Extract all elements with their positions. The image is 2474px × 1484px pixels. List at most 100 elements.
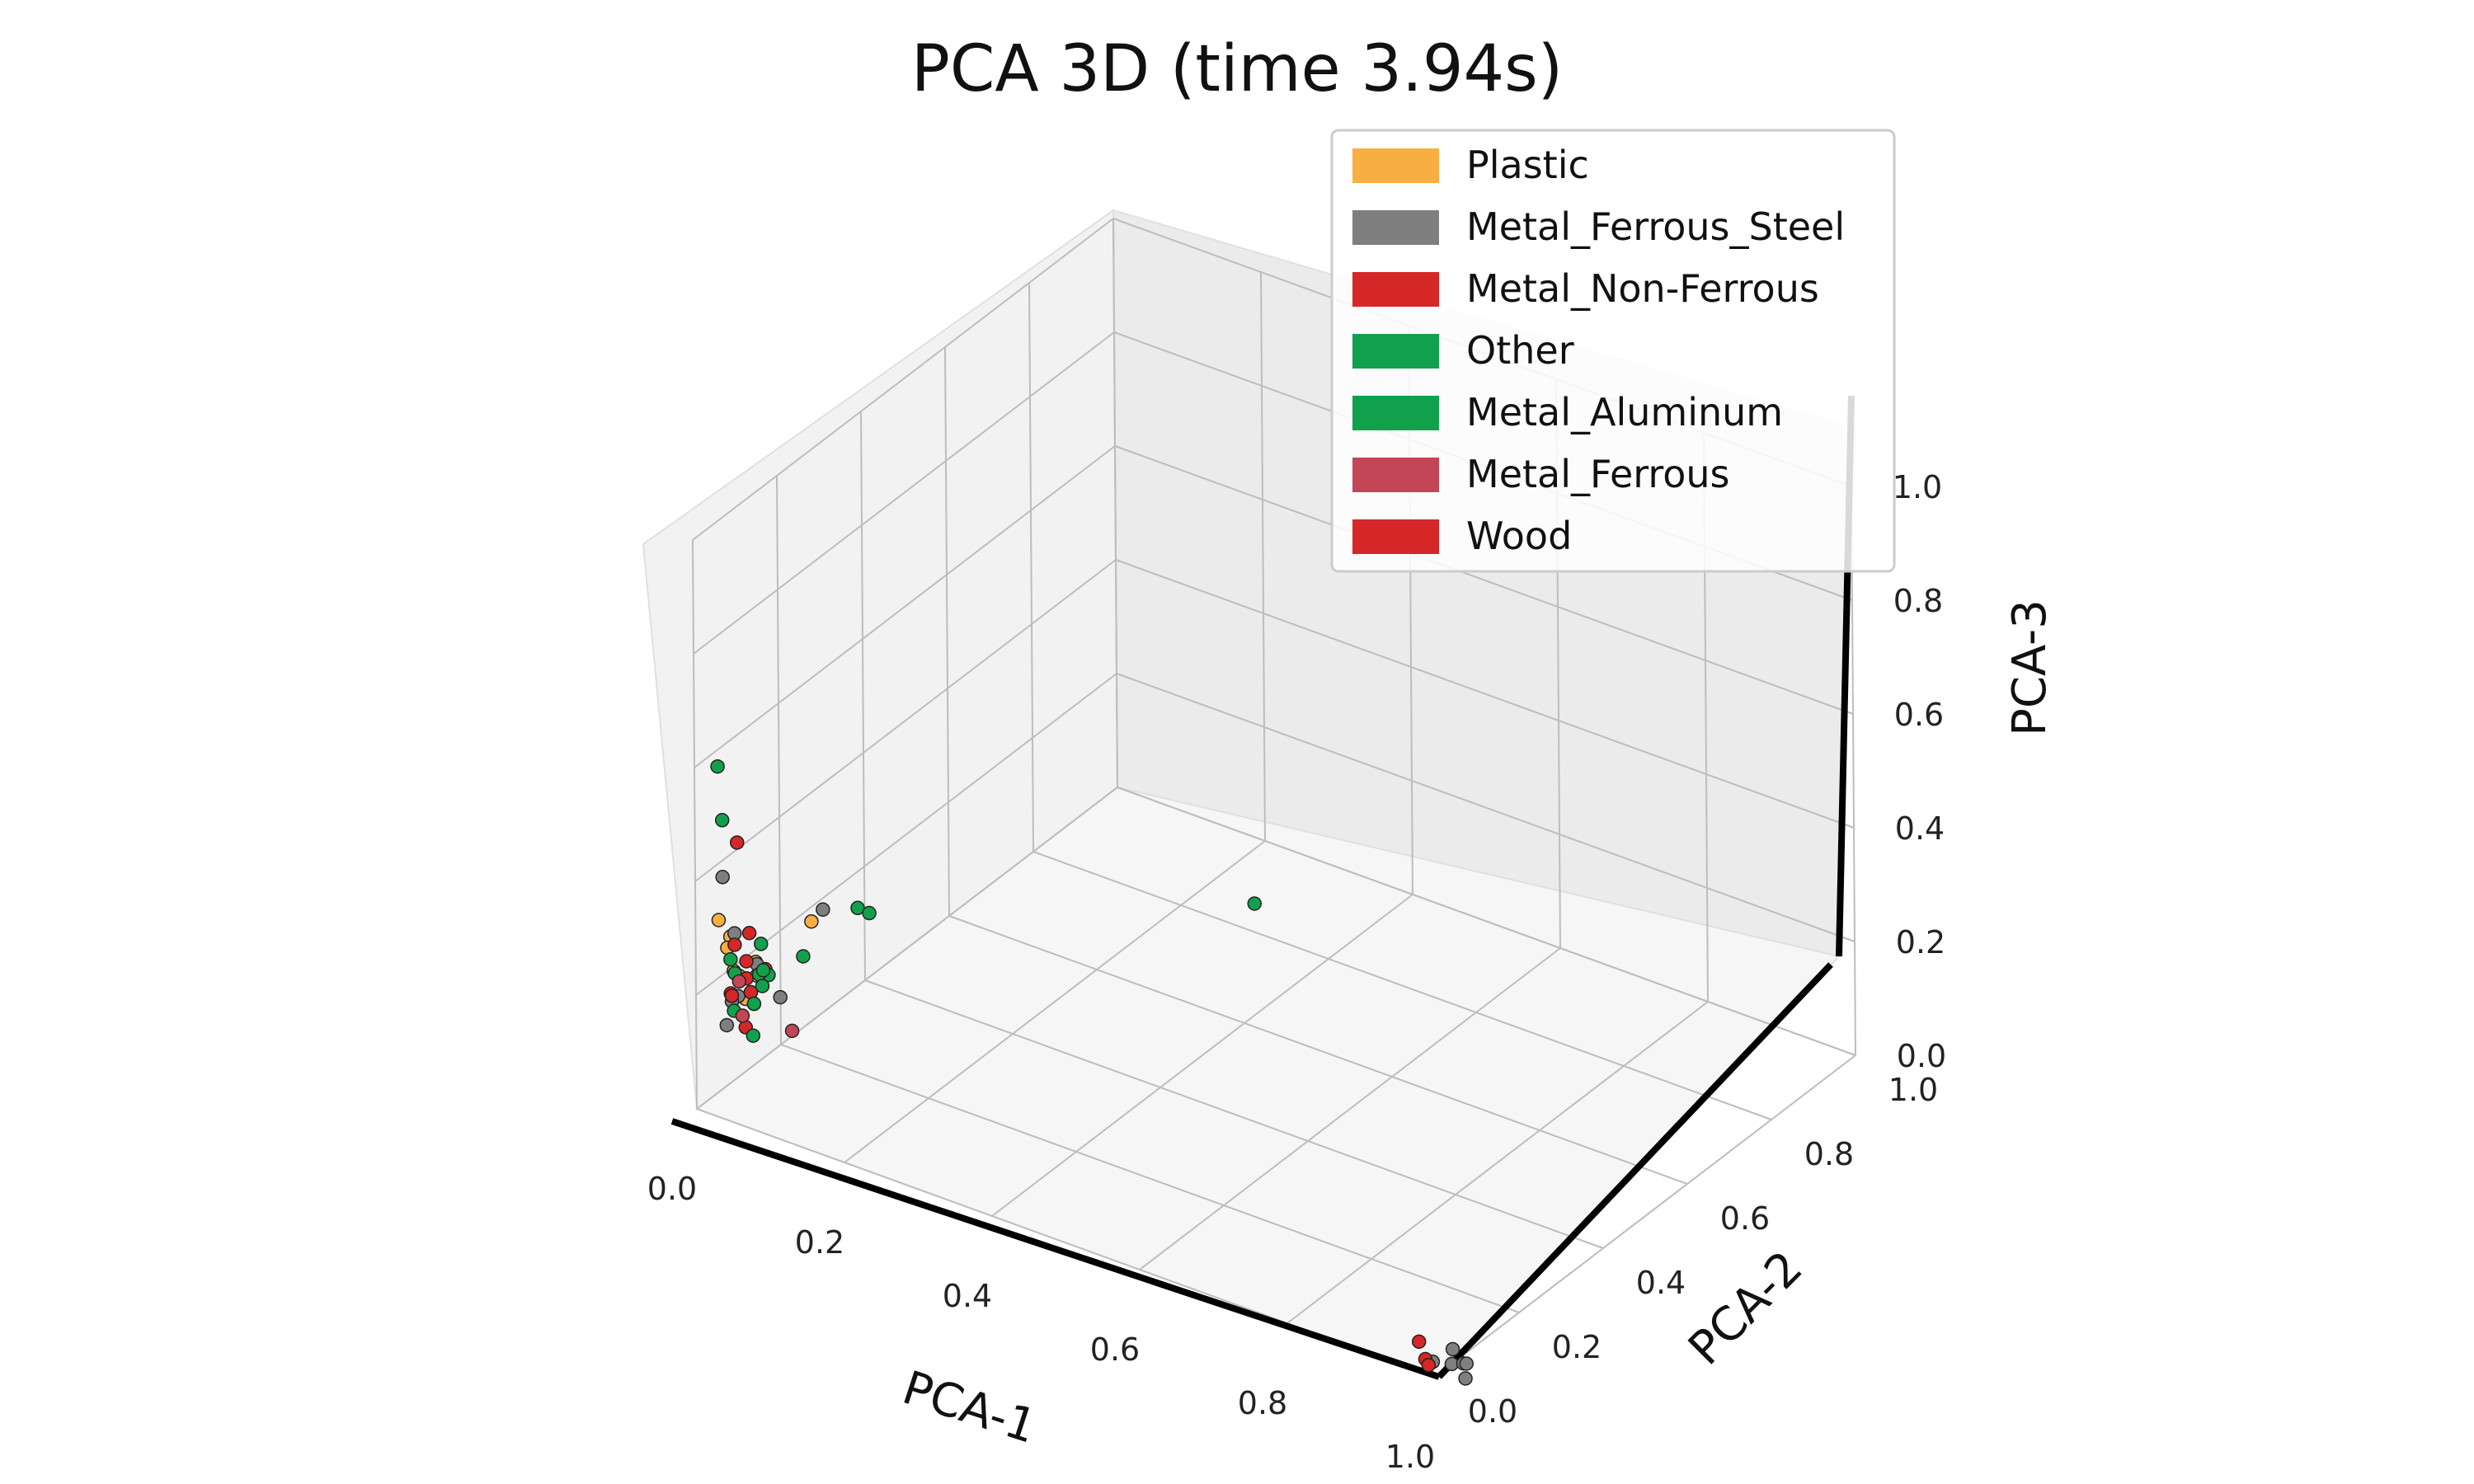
- legend-swatch: [1352, 334, 1439, 369]
- gridline: [1117, 787, 1856, 1056]
- z-tick-label: 1.0: [1893, 469, 1942, 505]
- x-axis-line: [670, 1118, 1441, 1380]
- gridline: [1112, 218, 1118, 788]
- data-point: [784, 1023, 800, 1039]
- x-tick-label: 0.0: [647, 1171, 697, 1207]
- gridline: [693, 331, 1115, 655]
- data-point: [754, 937, 769, 951]
- gridline: [692, 539, 698, 1110]
- z-tick-label: 0.6: [1894, 697, 1944, 733]
- gridline: [1286, 1001, 1709, 1324]
- gridline: [1115, 559, 1855, 829]
- y-axis-title: PCA-2: [1678, 1241, 1813, 1375]
- data-point: [746, 996, 762, 1012]
- data-point: [724, 989, 740, 1003]
- y-axis-line: [1437, 962, 1833, 1379]
- data-point: [773, 989, 788, 1005]
- legend-swatch: [1352, 210, 1439, 245]
- legend-label: Metal_Ferrous: [1466, 452, 1730, 496]
- data-point: [1421, 1357, 1437, 1373]
- legend-label: Metal_Non-Ferrous: [1466, 266, 1819, 311]
- z-tick-label: 0.8: [1893, 583, 1943, 619]
- z-tick-label: 0.4: [1895, 810, 1945, 847]
- data-point: [710, 758, 725, 774]
- x-tick-label: 0.6: [1090, 1331, 1140, 1368]
- gridline: [694, 559, 1117, 882]
- data-point: [719, 1017, 735, 1033]
- series-other: [710, 758, 877, 1043]
- data-point: [755, 979, 770, 993]
- data-point: [715, 870, 730, 885]
- data-point: [1458, 1371, 1473, 1386]
- gridline: [844, 840, 1266, 1163]
- y-tick-label: 1.0: [1888, 1072, 1938, 1108]
- gridline: [1260, 271, 1266, 842]
- data-point: [816, 902, 830, 917]
- legend-swatch: [1352, 148, 1439, 183]
- gridline: [1116, 673, 1856, 942]
- legend-label: Metal_Aluminum: [1466, 390, 1783, 434]
- data-point: [714, 813, 730, 828]
- data-point: [1411, 1334, 1427, 1350]
- data-point: [730, 835, 745, 850]
- chart-title: PCA 3D (time 3.94s): [911, 32, 1563, 106]
- legend-frame: [1330, 129, 1896, 573]
- gridline: [696, 787, 1118, 1110]
- data-point: [745, 1028, 761, 1043]
- gridline: [864, 979, 1604, 1249]
- legend: Plastic Metal_Ferrous_Steel Metal_Non-Ferr…: [1330, 129, 1896, 573]
- legend-swatch: [1352, 396, 1439, 430]
- gridline: [1032, 851, 1772, 1120]
- series-wood: [723, 835, 757, 1003]
- data-points: [710, 758, 1474, 1386]
- gridline: [991, 894, 1413, 1217]
- x-tick-label: 0.4: [943, 1278, 992, 1314]
- gridline: [944, 346, 950, 917]
- legend-label: Plastic: [1466, 143, 1589, 187]
- gridline: [1114, 445, 1854, 715]
- legend-label: Metal_Ferrous_Steel: [1466, 204, 1845, 249]
- gridline: [1028, 282, 1034, 852]
- z-tick-label: 0.2: [1896, 924, 1945, 960]
- x-tick-labels: 0.0 0.2 0.4 0.6 0.8 1.0: [647, 1171, 1435, 1475]
- y-tick-label: 0.6: [1720, 1200, 1770, 1237]
- data-point: [735, 1008, 750, 1023]
- data-point: [1459, 1356, 1474, 1371]
- legend-swatch: [1352, 519, 1439, 554]
- data-point: [804, 913, 819, 929]
- x-tick-label: 0.8: [1238, 1385, 1287, 1421]
- y-tick-label: 0.0: [1468, 1393, 1517, 1430]
- x-tick-label: 0.2: [795, 1224, 844, 1261]
- x-tick-label: 1.0: [1385, 1439, 1435, 1475]
- data-point: [731, 974, 747, 989]
- legend-swatch: [1352, 272, 1439, 307]
- data-point: [1247, 896, 1262, 911]
- data-point: [862, 905, 877, 921]
- data-point: [727, 937, 742, 952]
- y-tick-label: 0.8: [1804, 1136, 1854, 1172]
- data-point: [741, 926, 757, 941]
- data-point: [723, 951, 738, 967]
- gridline: [948, 915, 1688, 1185]
- gridline: [780, 1044, 1520, 1313]
- gridline: [776, 475, 782, 1045]
- data-point: [755, 963, 771, 978]
- legend-swatch: [1352, 458, 1439, 492]
- series-metal_ferrous: [731, 974, 800, 1039]
- y-tick-label: 0.4: [1636, 1265, 1686, 1301]
- data-point: [711, 913, 727, 928]
- z-axis-title: PCA-3: [2003, 599, 2057, 736]
- data-point: [796, 949, 811, 964]
- gridline: [860, 411, 866, 981]
- gridlines: [692, 218, 1856, 1378]
- gridline: [694, 445, 1116, 768]
- y-tick-label: 0.2: [1552, 1329, 1602, 1365]
- data-point: [739, 954, 754, 969]
- gridline: [1139, 947, 1561, 1270]
- data-point: [1445, 1341, 1460, 1357]
- x-axis-title: PCA-1: [896, 1361, 1043, 1454]
- gridline: [1851, 486, 1856, 1056]
- z-tick-labels: 0.0 0.2 0.4 0.6 0.8 1.0: [1893, 469, 1946, 1074]
- legend-label: Wood: [1466, 514, 1572, 558]
